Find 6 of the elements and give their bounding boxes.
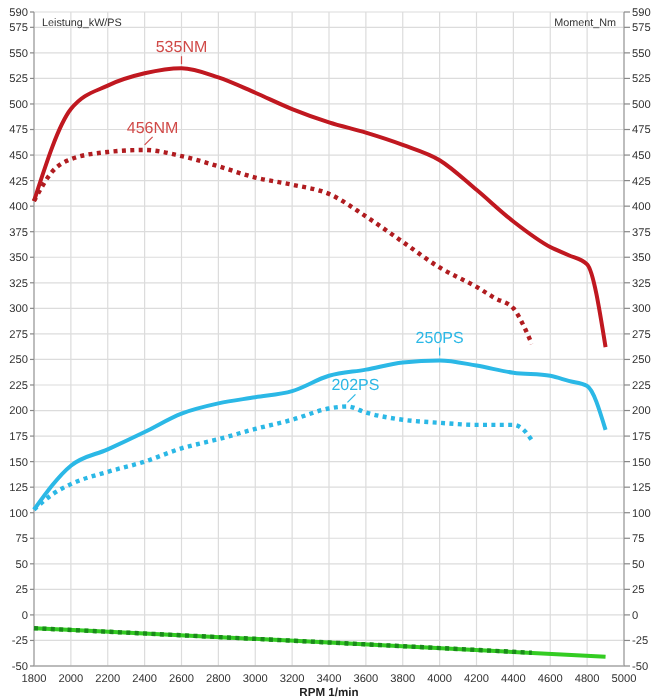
annotation: 456NM	[126, 118, 180, 137]
annotation: 250PS	[415, 329, 464, 348]
line-series	[31, 147, 535, 347]
annotation: 535NM	[155, 38, 208, 57]
annotation: 202PS	[331, 376, 380, 395]
line-series	[32, 66, 608, 350]
